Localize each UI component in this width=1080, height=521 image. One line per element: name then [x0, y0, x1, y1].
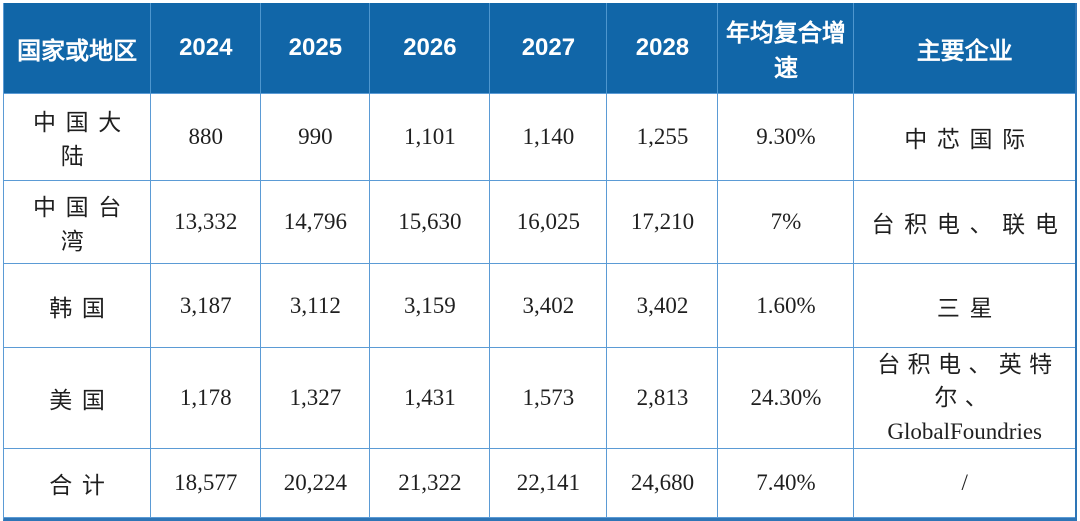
region-cell: 合计 [4, 448, 152, 519]
region-cell: 美国 [4, 346, 152, 450]
header-row: 国家或地区 2024 2025 2026 2027 2028 年均复合增速 主要… [4, 3, 1075, 94]
value-cell-2028: 24,680 [606, 448, 719, 519]
companies-cell: 台积电、英特尔、 GlobalFoundries [853, 346, 1075, 450]
header-cell-2024: 2024 [150, 3, 262, 94]
value-cell-2025: 20,224 [260, 448, 371, 519]
cagr-cell: 7.40% [717, 448, 855, 519]
region-cell: 中国大陆 [4, 93, 152, 181]
value-cell-2024: 880 [150, 93, 262, 181]
cagr-cell: 1.60% [717, 263, 855, 348]
cagr-cell: 7% [717, 180, 855, 264]
value-cell-2027: 16,025 [489, 180, 608, 264]
value-cell-2027: 3,402 [489, 263, 608, 348]
value-cell-2024: 13,332 [150, 180, 262, 264]
value-cell-2027: 1,573 [489, 346, 608, 450]
table-row-total: 合计 18,577 20,224 21,322 22,141 24,680 7.… [4, 448, 1075, 519]
value-cell-2028: 1,255 [606, 93, 719, 181]
header-cell-companies: 主要企业 [853, 3, 1075, 94]
value-cell-2028: 2,813 [606, 346, 719, 450]
value-cell-2026: 21,322 [369, 448, 491, 519]
table-row-usa: 美国 1,178 1,327 1,431 1,573 2,813 24.30% … [4, 346, 1075, 450]
companies-cell: / [853, 448, 1075, 519]
header-cell-region: 国家或地区 [4, 3, 152, 94]
value-cell-2025: 3,112 [260, 263, 371, 348]
table-row-mainland-china: 中国大陆 880 990 1,101 1,140 1,255 9.30% 中芯国… [4, 93, 1075, 181]
value-cell-2024: 3,187 [150, 263, 262, 348]
companies-cell: 中芯国际 [853, 93, 1075, 181]
region-cell: 中国台湾 [4, 180, 152, 264]
header-cell-2025: 2025 [260, 3, 371, 94]
value-cell-2025: 1,327 [260, 346, 371, 450]
forecast-table-container: 国家或地区 2024 2025 2026 2027 2028 年均复合增速 主要… [3, 3, 1077, 521]
value-cell-2027: 22,141 [489, 448, 608, 519]
header-cell-2026: 2026 [369, 3, 491, 94]
header-cell-cagr: 年均复合增速 [717, 3, 855, 94]
header-cell-2027: 2027 [489, 3, 608, 94]
table-row-taiwan-china: 中国台湾 13,332 14,796 15,630 16,025 17,210 … [4, 180, 1075, 264]
value-cell-2026: 1,101 [369, 93, 491, 181]
header-cell-2028: 2028 [606, 3, 719, 94]
value-cell-2027: 1,140 [489, 93, 608, 181]
forecast-table: 国家或地区 2024 2025 2026 2027 2028 年均复合增速 主要… [4, 3, 1075, 519]
value-cell-2028: 17,210 [606, 180, 719, 264]
value-cell-2026: 1,431 [369, 346, 491, 450]
value-cell-2024: 1,178 [150, 346, 262, 450]
cagr-cell: 24.30% [717, 346, 855, 450]
value-cell-2025: 990 [260, 93, 371, 181]
cagr-cell: 9.30% [717, 93, 855, 181]
value-cell-2028: 3,402 [606, 263, 719, 348]
companies-line-1: 台积电、英特尔、 [877, 352, 1060, 411]
table-row-south-korea: 韩国 3,187 3,112 3,159 3,402 3,402 1.60% 三… [4, 263, 1075, 348]
companies-line-2: GlobalFoundries [887, 418, 1042, 444]
value-cell-2025: 14,796 [260, 180, 371, 264]
companies-cell: 台积电、联电 [853, 180, 1075, 264]
companies-cell: 三星 [853, 263, 1075, 348]
value-cell-2026: 3,159 [369, 263, 491, 348]
value-cell-2024: 18,577 [150, 448, 262, 519]
value-cell-2026: 15,630 [369, 180, 491, 264]
region-cell: 韩国 [4, 263, 152, 348]
